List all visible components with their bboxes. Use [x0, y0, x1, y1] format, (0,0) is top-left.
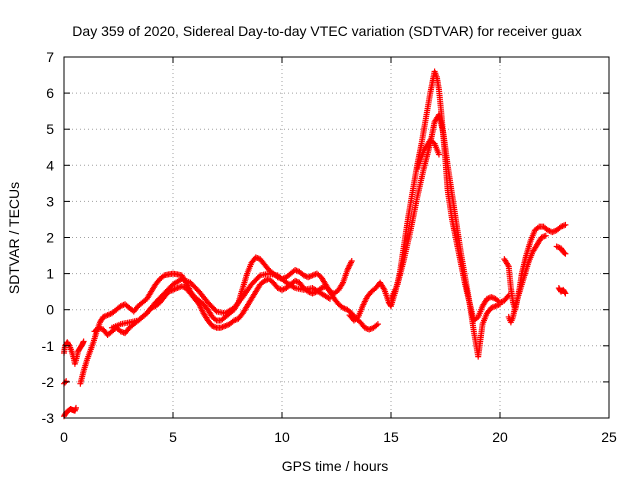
y-tick-label: 4	[46, 157, 54, 173]
data-track	[388, 111, 503, 360]
data-track	[91, 276, 381, 338]
y-tick-label: -3	[42, 410, 55, 426]
y-tick-label: 6	[46, 85, 54, 101]
plus-markers	[555, 285, 569, 297]
data-track	[505, 232, 549, 326]
plus-markers	[414, 137, 442, 172]
x-tick-label: 5	[169, 429, 177, 445]
plus-markers	[91, 276, 381, 338]
y-tick-label: 1	[46, 266, 54, 282]
y-tick-label: -2	[42, 374, 55, 390]
x-tick-label: 25	[601, 429, 617, 445]
plus-markers	[553, 243, 569, 257]
grid-lines	[64, 57, 609, 418]
data-track	[414, 137, 442, 172]
y-tick-label: 2	[46, 230, 54, 246]
y-tick-label: 0	[46, 302, 54, 318]
chart-title: Day 359 of 2020, Sidereal Day-to-day VTE…	[72, 23, 581, 39]
y-tick-label: 5	[46, 121, 54, 137]
x-tick-label: 15	[383, 429, 399, 445]
y-tick-label: 7	[46, 49, 54, 65]
x-tick-label: 20	[492, 429, 508, 445]
data-track	[108, 270, 333, 331]
y-tick-label: -1	[42, 338, 55, 354]
x-axis-tick-labels: 0 5 10 15 20 25	[60, 429, 617, 445]
x-tick-label: 10	[274, 429, 290, 445]
y-axis-title: SDTVAR / TECUs	[6, 182, 22, 294]
y-tick-label: 3	[46, 193, 54, 209]
plus-markers	[108, 270, 333, 331]
axis-ticks	[63, 56, 610, 419]
data-track	[553, 243, 569, 257]
plus-markers	[505, 232, 549, 326]
data-track	[555, 285, 569, 297]
y-axis-tick-labels: -3 -2 -1 0 1 2 3 4 5 6 7	[42, 49, 55, 426]
x-tick-label: 0	[60, 429, 68, 445]
plus-markers	[388, 111, 503, 360]
x-axis-title: GPS time / hours	[282, 458, 389, 474]
